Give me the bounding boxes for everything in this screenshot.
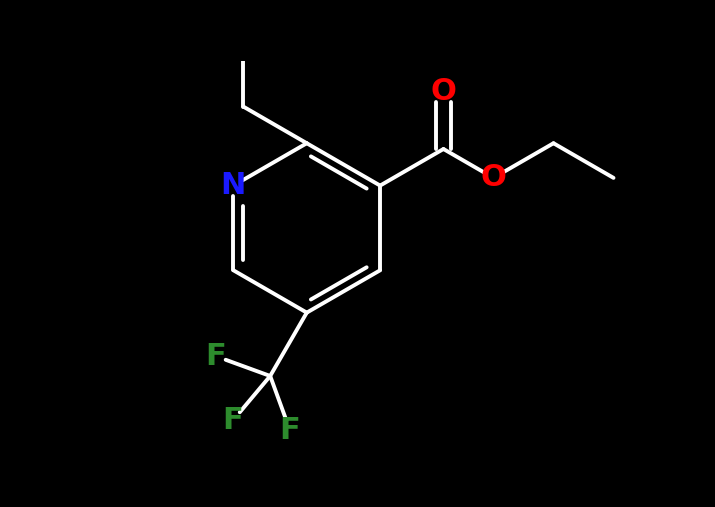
Text: F: F [280,416,300,445]
Text: O: O [480,163,506,192]
Text: F: F [205,342,226,371]
Text: N: N [221,171,246,200]
Text: F: F [222,406,243,434]
Text: O: O [430,77,456,106]
